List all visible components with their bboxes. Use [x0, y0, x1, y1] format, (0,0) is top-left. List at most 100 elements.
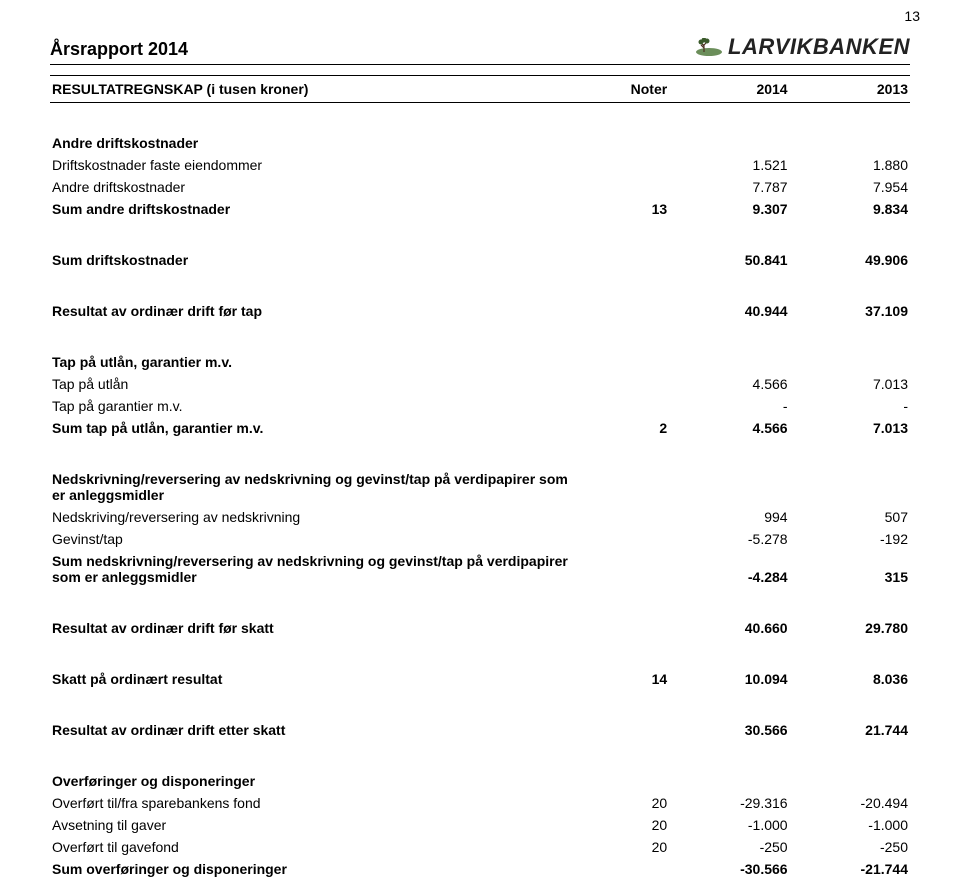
table-row: Sum overføringer og disponeringer -30.566…: [50, 858, 910, 880]
page-header: Årsrapport 2014 LARVIKBANKEN: [50, 34, 910, 65]
row-2013: -1.000: [790, 814, 910, 836]
row-label: Sum nedskrivning/reversering av nedskriv…: [50, 550, 583, 588]
row-label: Sum tap på utlån, garantier m.v.: [50, 417, 583, 439]
row-noter: [583, 154, 669, 176]
row-noter: 14: [583, 668, 669, 690]
table-row: Andre driftskostnader 7.7877.954: [50, 176, 910, 198]
col-2013: 2013: [790, 76, 910, 103]
row-noter: 20: [583, 792, 669, 814]
col-noter: Noter: [583, 76, 669, 103]
row-label: Andre driftskostnader: [50, 132, 583, 154]
table-row: [50, 588, 910, 617]
row-noter: [583, 132, 669, 154]
table-row: Nedskrivning/reversering av nedskrivning…: [50, 468, 910, 506]
row-2014: [669, 770, 789, 792]
row-2014: 9.307: [669, 198, 789, 220]
page-number: 13: [904, 8, 920, 24]
row-label: Andre driftskostnader: [50, 176, 583, 198]
row-label: Nedskrivning/reversering av nedskrivning…: [50, 468, 583, 506]
row-2013: 37.109: [790, 300, 910, 322]
row-2014: 994: [669, 506, 789, 528]
table-row: Andre driftskostnader: [50, 132, 910, 154]
row-2013: [790, 132, 910, 154]
row-noter: [583, 550, 669, 588]
row-noter: [583, 373, 669, 395]
table-row: [50, 741, 910, 770]
row-2014: [669, 351, 789, 373]
row-label: Sum driftskostnader: [50, 249, 583, 271]
row-noter: [583, 176, 669, 198]
row-2014: 7.787: [669, 176, 789, 198]
table-row: Resultat av ordinær drift etter skatt 30.…: [50, 719, 910, 741]
row-noter: 13: [583, 198, 669, 220]
row-2014: 4.566: [669, 417, 789, 439]
row-2013: -192: [790, 528, 910, 550]
row-2013: 8.036: [790, 668, 910, 690]
row-2013: -250: [790, 836, 910, 858]
row-noter: [583, 249, 669, 271]
row-label: Nedskriving/reversering av nedskrivning: [50, 506, 583, 528]
row-noter: 20: [583, 814, 669, 836]
report-title: Årsrapport 2014: [50, 39, 188, 60]
row-2013: [790, 351, 910, 373]
row-noter: [583, 617, 669, 639]
row-label: Sum overføringer og disponeringer: [50, 858, 583, 880]
row-noter: 20: [583, 836, 669, 858]
row-2014: -30.566: [669, 858, 789, 880]
table-row: [50, 690, 910, 719]
row-2013: -20.494: [790, 792, 910, 814]
row-2013: 1.880: [790, 154, 910, 176]
table-row: Skatt på ordinært resultat1410.0948.036: [50, 668, 910, 690]
row-label: Resultat av ordinær drift etter skatt: [50, 719, 583, 741]
row-label: Tap på garantier m.v.: [50, 395, 583, 417]
row-2014: 40.944: [669, 300, 789, 322]
row-2013: [790, 468, 910, 506]
row-2014: 10.094: [669, 668, 789, 690]
row-noter: [583, 300, 669, 322]
row-2014: 4.566: [669, 373, 789, 395]
row-noter: 2: [583, 417, 669, 439]
row-2013: 7.013: [790, 373, 910, 395]
row-2013: 507: [790, 506, 910, 528]
row-2013: -21.744: [790, 858, 910, 880]
row-2014: -29.316: [669, 792, 789, 814]
table-row: Nedskriving/reversering av nedskrivning 9…: [50, 506, 910, 528]
table-row: Overført til/fra sparebankens fond20-29.…: [50, 792, 910, 814]
table-row: Tap på utlån4.5667.013: [50, 373, 910, 395]
row-2014: -5.278: [669, 528, 789, 550]
table-row: Gevinst/tap -5.278-192: [50, 528, 910, 550]
table-row: Driftskostnader faste eiendommer1.5211.8…: [50, 154, 910, 176]
table-row: [50, 103, 910, 133]
table-row: Overført til gavefond20-250-250: [50, 836, 910, 858]
row-label: Overføringer og disponeringer: [50, 770, 583, 792]
row-noter: [583, 395, 669, 417]
row-2013: 21.744: [790, 719, 910, 741]
row-2014: 40.660: [669, 617, 789, 639]
table-row: Sum nedskrivning/reversering av nedskriv…: [50, 550, 910, 588]
row-label: Resultat av ordinær drift før tap: [50, 300, 583, 322]
row-label: Driftskostnader faste eiendommer: [50, 154, 583, 176]
row-noter: [583, 858, 669, 880]
row-2013: 49.906: [790, 249, 910, 271]
row-label: Overført til/fra sparebankens fond: [50, 792, 583, 814]
row-noter: [583, 719, 669, 741]
row-2014: 30.566: [669, 719, 789, 741]
table-row: [50, 271, 910, 300]
table-row: Avsetning til gaver20-1.000-1.000: [50, 814, 910, 836]
table-row: Overføringer og disponeringer: [50, 770, 910, 792]
row-2013: 7.954: [790, 176, 910, 198]
row-2013: 7.013: [790, 417, 910, 439]
table-row: Sum driftskostnader50.84149.906: [50, 249, 910, 271]
row-2013: 29.780: [790, 617, 910, 639]
col-label: RESULTATREGNSKAP (i tusen kroner): [50, 76, 583, 103]
bank-logo: LARVIKBANKEN: [696, 34, 910, 60]
income-statement-table: RESULTATREGNSKAP (i tusen kroner) Noter …: [50, 75, 910, 880]
row-noter: [583, 770, 669, 792]
row-2013: -: [790, 395, 910, 417]
table-row: Sum tap på utlån, garantier m.v.24.5667.…: [50, 417, 910, 439]
row-2014: -: [669, 395, 789, 417]
row-noter: [583, 528, 669, 550]
table-row: [50, 322, 910, 351]
table-row: [50, 439, 910, 468]
row-label: Gevinst/tap: [50, 528, 583, 550]
